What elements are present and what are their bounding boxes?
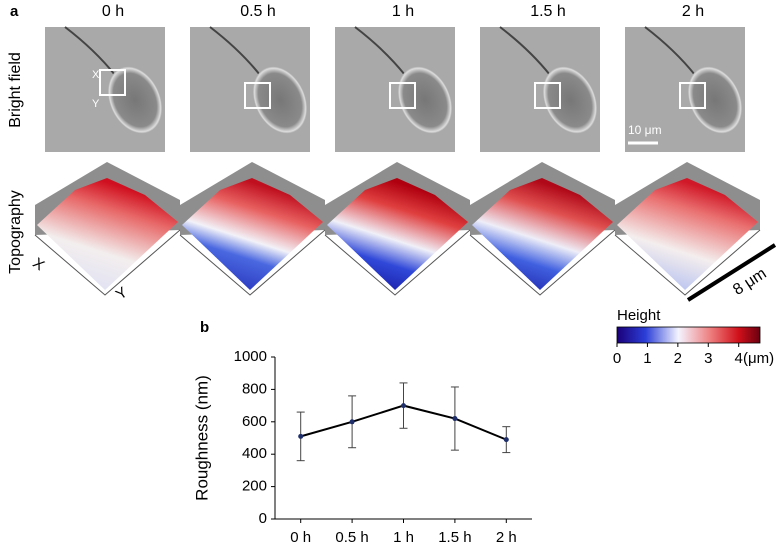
x-tick-label: 0 h [290,529,311,544]
roi-box [679,82,706,109]
topography-surface [472,178,613,290]
colorbar-unit: (μm) [743,350,774,367]
cell-process [209,26,261,76]
topography-surface [37,178,178,290]
y-tick-label: 200 [242,478,267,495]
roi-box [244,82,271,109]
row-label: Bright field [7,52,24,128]
scale-bar [686,243,777,302]
topography-frame [614,229,761,296]
marker [349,419,355,425]
time-label: 2 h [682,3,704,20]
y-tick-label: 0 [259,510,267,527]
colorbar-tick-label: 1 [643,350,651,367]
y-tick-label: 1000 [234,348,267,365]
x-tick-label: 2 h [496,529,517,544]
topography-frame [324,229,471,296]
inset-label: Y [92,98,100,110]
topography-frame [179,229,326,296]
cell-process [499,26,551,76]
cell [107,66,163,134]
roi-box [389,82,416,109]
axis-label: X [29,255,47,275]
topography-surface [617,178,758,290]
axis-label: Y [113,284,131,304]
colorbar-tick-label: 0 [613,350,621,367]
time-label: 1 h [392,3,414,20]
time-label: 0 h [102,3,124,20]
topography-surface [182,178,323,290]
topography-frame [34,229,181,296]
y-tick-label: 800 [242,380,267,397]
cell-process [644,26,696,76]
colorbar-tick-label: 4 [735,350,743,367]
marker [503,437,509,443]
colorbar-tick-label: 3 [704,350,712,367]
x-tick-label: 0.5 h [335,529,368,544]
colorbar [616,326,761,344]
marker [452,416,458,422]
inset-label: X [92,69,100,81]
topography-surface [327,178,468,290]
topography-frame [469,229,616,296]
x-tick-label: 1.5 h [438,529,471,544]
roi-box [534,82,561,109]
cell-process [354,26,406,76]
roi-box [99,69,126,96]
colorbar-title: Height [617,307,661,324]
time-label: 1.5 h [530,3,566,20]
y-tick-label: 400 [242,445,267,462]
panel-label: b [200,319,209,336]
scale-bar-label: 10 μm [628,123,662,137]
row-label: Topography [7,190,24,274]
x-tick-label: 1 h [393,529,414,544]
marker [298,433,304,439]
time-label: 0.5 h [240,3,276,20]
marker [401,403,406,409]
y-axis-label: Roughness (nm) [192,375,211,501]
colorbar-tick-label: 2 [674,350,682,367]
panel-label: a [10,3,19,20]
y-tick-label: 600 [242,413,267,430]
